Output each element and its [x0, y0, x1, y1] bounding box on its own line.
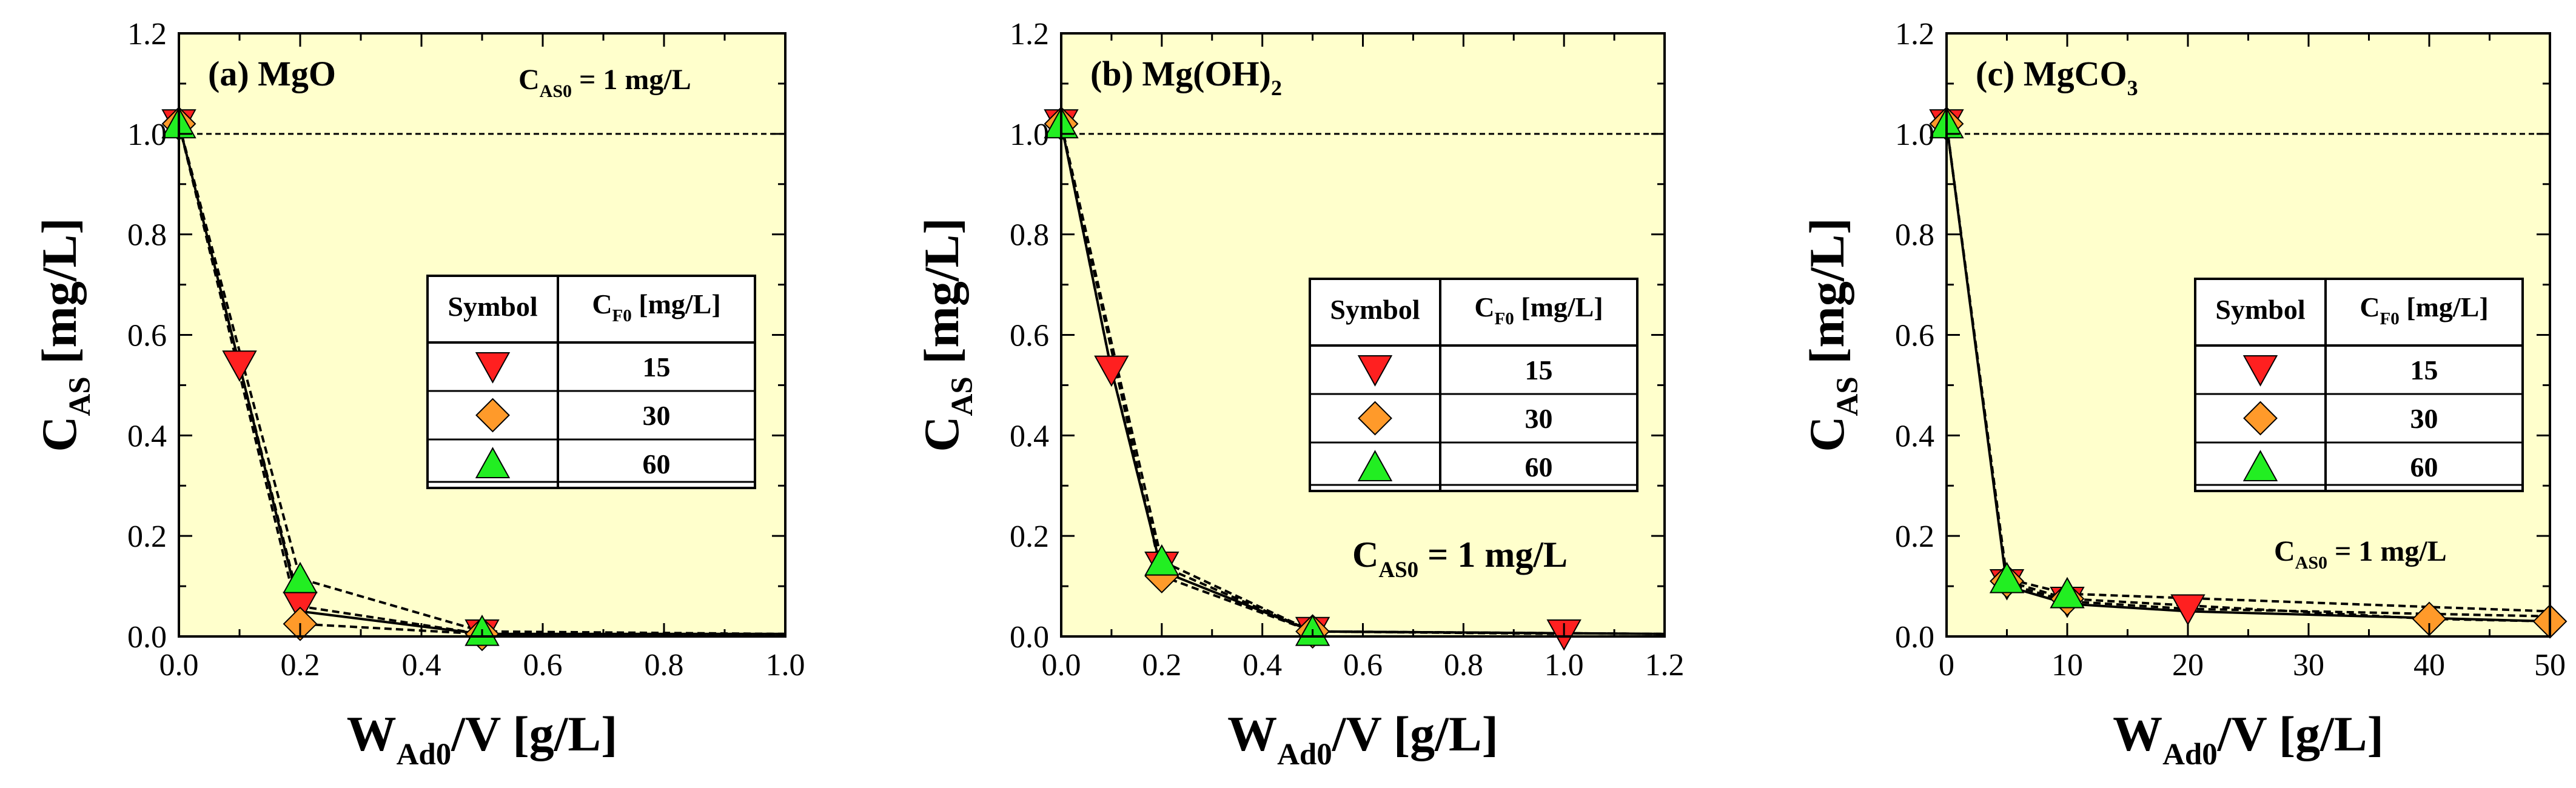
x-tick-label: 40	[2413, 648, 2445, 683]
x-tick-label: 0.2	[281, 648, 320, 683]
panel-b: 0.0 0.2 0.4 0.6 0.8 1.0 1.2 0.0 0.2 0.4 0.6 0.8 1.0 1…	[914, 17, 1685, 772]
y-tick-label: 1.0	[1010, 118, 1049, 152]
legend-header-cf0: CF0 [mg/L]	[2360, 292, 2488, 329]
y-tick-label: 0.8	[1895, 218, 1934, 253]
panel-label: (a) MgO	[208, 54, 336, 93]
legend-table: Symbol CF0 [mg/L] 15 30 60	[426, 275, 756, 489]
y-tick-label: 0.2	[1010, 519, 1049, 554]
x-tick-label: 0.4	[1243, 648, 1282, 683]
marker-triangle-down	[2170, 594, 2205, 626]
initial-concentration-annotation: CAS0 = 1 mg/L	[1352, 535, 1568, 583]
legend-value: 15	[643, 352, 671, 382]
y-tick-label: 1.0	[127, 118, 167, 152]
y-tick-label: 1.2	[1010, 17, 1049, 52]
y-tick-label: 0.8	[127, 218, 167, 253]
y-tick-label: 0.6	[1895, 319, 1934, 353]
x-tick-label: 1.0	[1545, 648, 1584, 683]
marker-triangle-up	[1989, 561, 2025, 593]
x-tick-label: 0.8	[1444, 648, 1483, 683]
y-tick-label: 0.0	[1010, 620, 1049, 655]
series-line	[1945, 123, 2551, 613]
y-tick-label: 0.4	[127, 419, 167, 453]
x-tick-label: 0.4	[402, 648, 441, 683]
marker-triangle-up	[2050, 576, 2085, 609]
legend-header-cf0: CF0 [mg/L]	[1474, 292, 1603, 329]
y-tick-label: 0.4	[1895, 419, 1934, 453]
marker-diamond	[2243, 401, 2278, 436]
legend-value: 60	[1525, 452, 1553, 482]
y-tick-label: 0.6	[1010, 319, 1049, 353]
marker-triangle-up	[283, 561, 318, 593]
legend-value: 60	[643, 449, 671, 479]
marker-diamond	[1358, 401, 1392, 436]
x-tick-label: 0.8	[645, 648, 684, 683]
panel-label: (c) MgCO3	[1976, 54, 2138, 100]
legend-box	[1309, 278, 1639, 492]
y-tick-label: 1.2	[1895, 17, 1934, 52]
legend-table: Symbol CF0 [mg/L] 15 30 60	[1309, 278, 1639, 492]
x-tick-label: 30	[2293, 648, 2324, 683]
y-tick-label: 0.6	[127, 319, 167, 353]
y-tick-label: 0.2	[1895, 519, 1934, 554]
y-tick-label: 1.0	[1895, 118, 1934, 152]
x-tick-label: 10	[2051, 648, 2083, 683]
x-tick-label: 0.6	[523, 648, 563, 683]
marker-triangle-down	[2242, 355, 2278, 387]
x-tick-label: 0.0	[159, 648, 199, 683]
marker-diamond	[475, 398, 510, 433]
legend-header-cf0: CF0 [mg/L]	[592, 289, 720, 326]
legend-box	[426, 275, 756, 489]
marker-triangle-down	[222, 350, 257, 382]
y-tick-label: 0.8	[1010, 218, 1049, 253]
legend-header-symbol: Symbol	[448, 291, 537, 322]
x-axis-label: WAd0/V [g/L]	[347, 706, 618, 772]
legend-header-symbol: Symbol	[1330, 294, 1420, 325]
x-tick-label: 1.2	[1645, 648, 1685, 683]
legend-box	[2194, 278, 2524, 492]
legend-header-symbol: Symbol	[2215, 294, 2305, 325]
marker-triangle-down	[475, 352, 511, 384]
series-line	[1060, 123, 1665, 635]
legend-value: 60	[2410, 452, 2438, 482]
marker-triangle-up	[1357, 450, 1393, 481]
y-tick-label: 0.0	[127, 620, 167, 655]
panel-c: 0 10 20 30 40 50 0.0 0.2 0.4 0.6 0.8 1.0 1.2 WAd0/V […	[1799, 17, 2568, 772]
x-tick-label: 20	[2172, 648, 2204, 683]
initial-concentration-annotation: CAS0 = 1 mg/L	[2274, 535, 2447, 573]
x-axis-label: WAd0/V [g/L]	[2113, 706, 2384, 772]
x-tick-label: 0.6	[1343, 648, 1383, 683]
y-axis-label: CAS [mg/L]	[914, 218, 979, 452]
y-tick-label: 0.0	[1895, 620, 1934, 655]
y-axis-label: CAS [mg/L]	[1799, 218, 1865, 452]
marker-triangle-down	[1094, 355, 1129, 387]
panel-label: (b) Mg(OH)2	[1090, 54, 1282, 100]
x-axis-label: WAd0/V [g/L]	[1227, 706, 1498, 772]
marker-triangle-up	[475, 447, 511, 478]
panel-a: 0.0 0.2 0.4 0.6 0.8 1.0 0.0 0.2 0.4 0.6 0.8 1.0 1.2 W…	[32, 17, 805, 772]
y-tick-label: 0.2	[127, 519, 167, 554]
marker-triangle-up	[2242, 450, 2278, 481]
y-tick-label: 0.4	[1010, 419, 1049, 453]
legend-value: 15	[1525, 355, 1553, 386]
legend-table: Symbol CF0 [mg/L] 15 30 60	[2194, 278, 2524, 492]
legend-value: 15	[2410, 355, 2438, 386]
marker-triangle-down	[1357, 355, 1393, 387]
x-tick-label: 0.0	[1042, 648, 1081, 683]
legend-value: 30	[1525, 403, 1553, 434]
legend-value: 30	[643, 400, 671, 431]
initial-concentration-annotation: CAS0 = 1 mg/L	[518, 64, 691, 101]
legend-value: 30	[2410, 403, 2438, 434]
x-tick-label: 1.0	[766, 648, 805, 683]
x-tick-label: 50	[2534, 648, 2566, 683]
marker-triangle-up	[1144, 544, 1179, 576]
y-axis-label: CAS [mg/L]	[32, 218, 97, 452]
x-tick-label: 0.2	[1142, 648, 1181, 683]
x-tick-label: 0	[1939, 648, 1954, 683]
y-tick-label: 1.2	[127, 17, 167, 52]
